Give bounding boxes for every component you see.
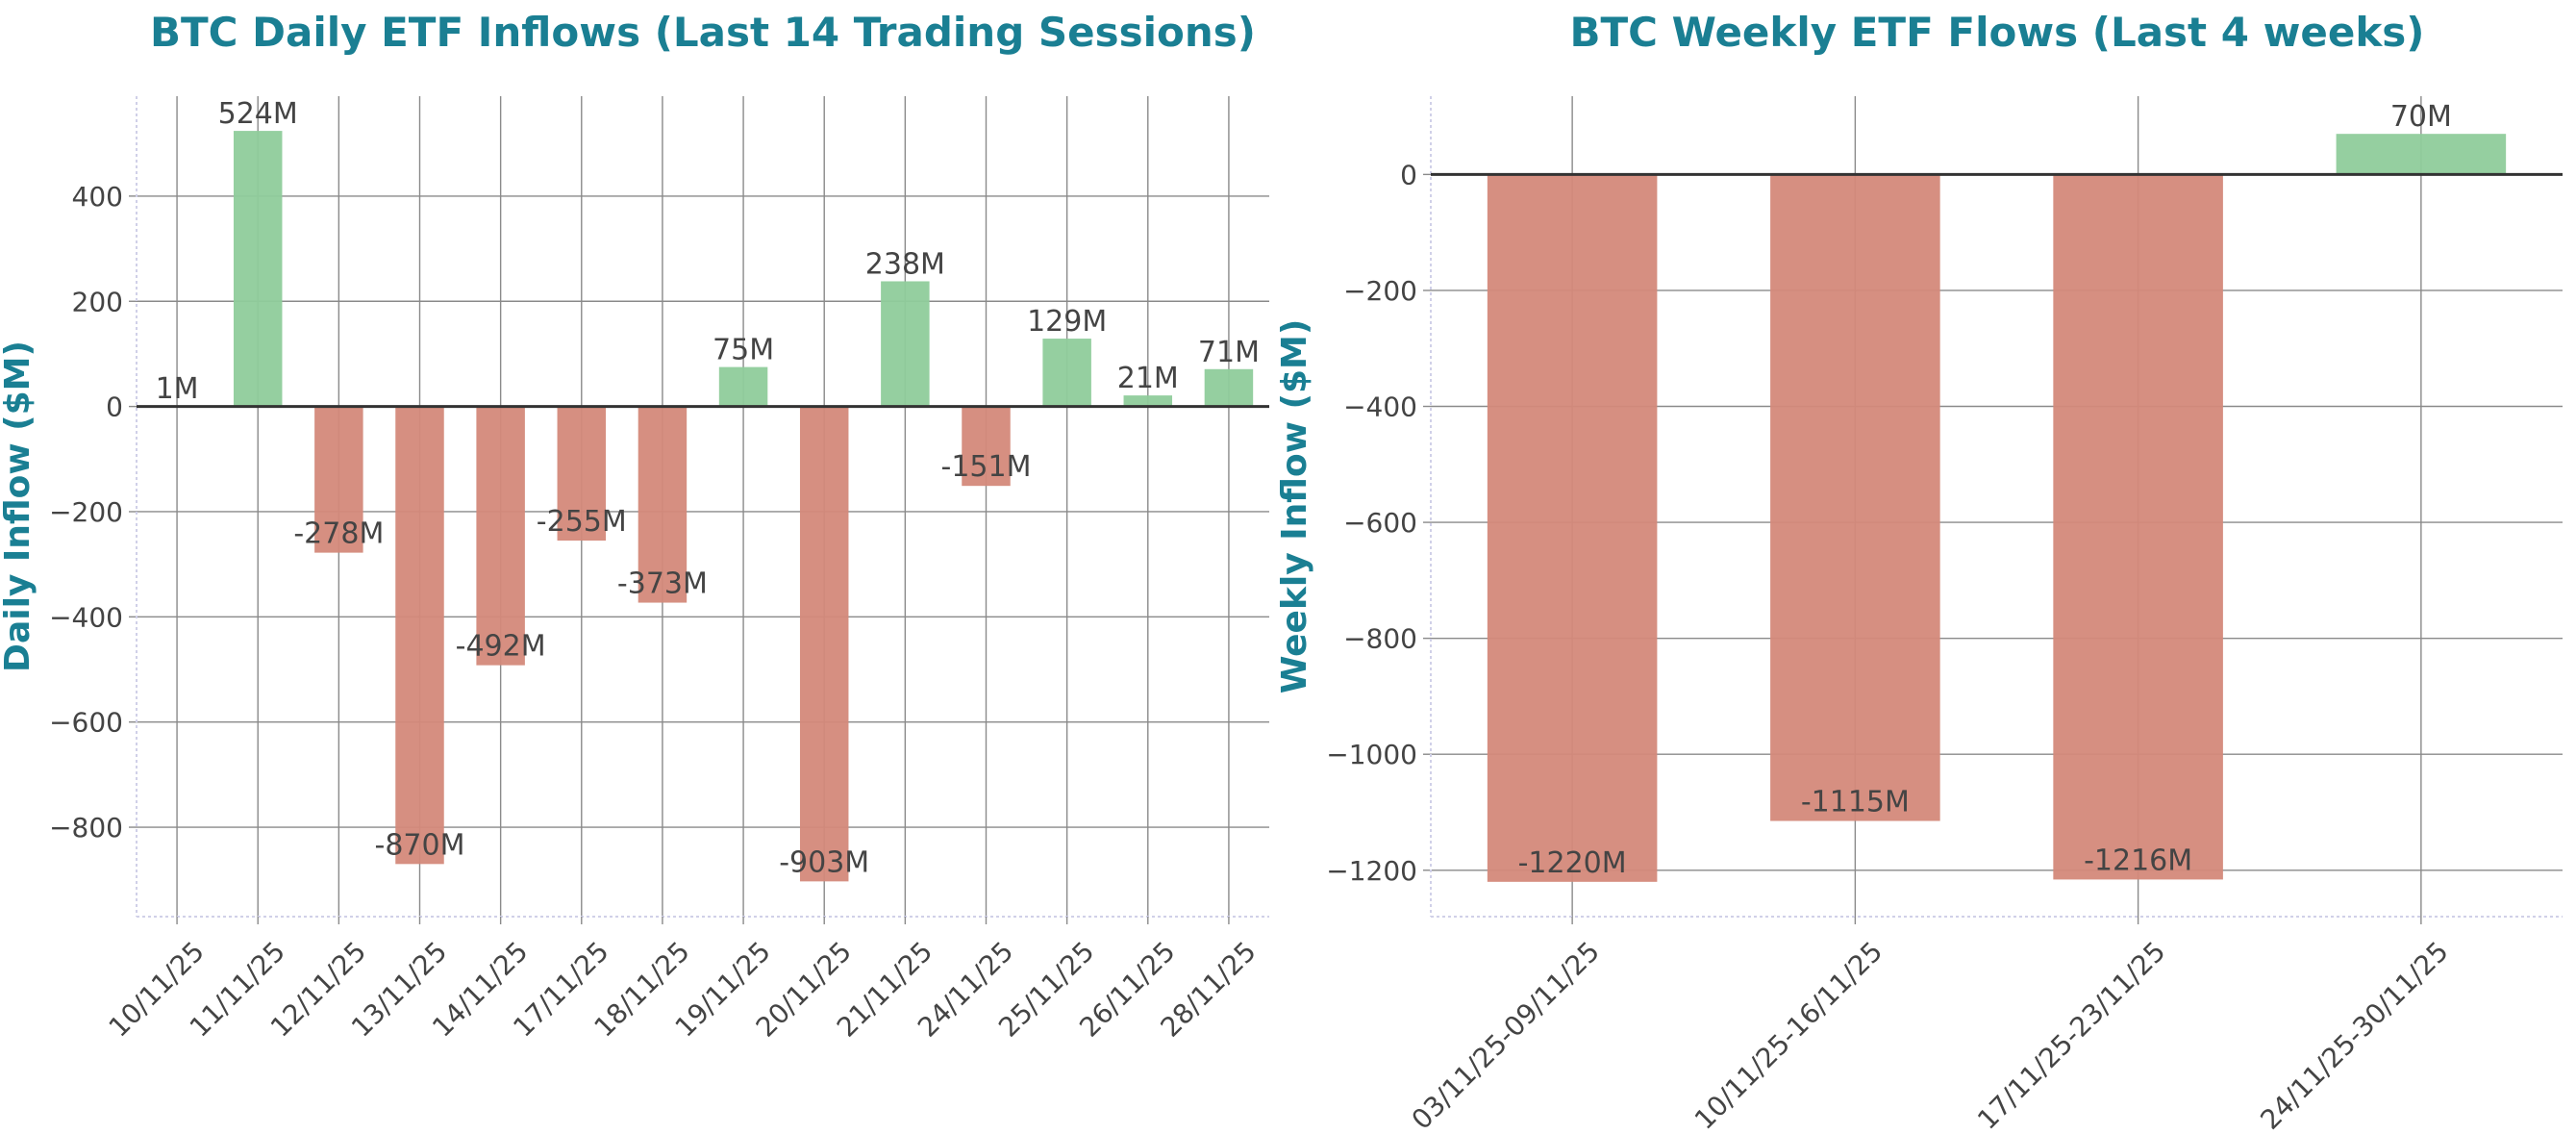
chart1-title: BTC Daily ETF Inflows (Last 14 Trading S… (150, 9, 1256, 56)
chart1-data-label: -278M (293, 517, 384, 551)
chart1-ytick-label: −400 (49, 601, 123, 633)
chart1-data-label: 21M (1117, 362, 1179, 395)
chart2-xtick-label: 17/11/25-23/11/25 (1971, 935, 2171, 1130)
chart1-data-label: -870M (375, 828, 465, 862)
chart1-data-label: -151M (941, 450, 1032, 484)
chart2-bar (2336, 134, 2507, 175)
chart2-ytick-label: 0 (1400, 159, 1417, 190)
chart2-ytick-label: −400 (1343, 391, 1417, 423)
chart2-data-label: 70M (2390, 100, 2452, 134)
chart1-ytick-label: −200 (49, 496, 123, 528)
chart1-bar (1123, 395, 1173, 407)
chart2-bar (1487, 174, 1658, 882)
chart1-ytick-label: 400 (72, 181, 123, 213)
chart1-data-label: 129M (1027, 305, 1107, 339)
chart1-bar (476, 406, 525, 666)
chart1-bar (1204, 368, 1254, 407)
chart1-data-label: 238M (865, 247, 945, 281)
chart1-ytick-label: −600 (49, 707, 123, 739)
chart2-bar (2053, 174, 2223, 880)
chart1-bar (395, 406, 444, 865)
chart1-data-label: 71M (1198, 336, 1260, 369)
chart1-bar (233, 131, 283, 407)
chart1-bar (557, 406, 607, 542)
chart2-ytick-label: −800 (1343, 623, 1417, 655)
chart2-ylabel: Weekly Inflow ($M) (1275, 319, 1314, 694)
chart1-data-label: 524M (218, 97, 298, 131)
chart2-data-label: -1220M (1518, 846, 1627, 880)
chart1-data-label: -373M (617, 567, 708, 601)
chart1-data-label: -903M (779, 845, 869, 879)
chart1-data-label: 1M (156, 372, 199, 406)
chart1-ytick-label: 0 (106, 391, 123, 423)
chart1-bar (962, 406, 1011, 487)
chart1-bar (314, 406, 363, 553)
chart1-ytick-label: 200 (72, 286, 123, 317)
chart2-xtick-label: 24/11/25-30/11/25 (2254, 935, 2454, 1130)
chart2-ytick-label: −600 (1343, 507, 1417, 539)
chart2-data-label: -1115M (1801, 786, 1910, 819)
chart1-data-label: 75M (713, 334, 774, 367)
chart2-ytick-label: −1200 (1326, 855, 1417, 887)
chart1-data-label: -492M (456, 630, 546, 664)
chart1-ylabel: Daily Inflow ($M) (0, 340, 38, 672)
chart1-bar (718, 366, 768, 407)
chart2-title: BTC Weekly ETF Flows (Last 4 weeks) (1570, 9, 2425, 56)
chart2-xtick-label: 03/11/25-09/11/25 (1406, 935, 1606, 1130)
chart2-bar (1770, 174, 1940, 821)
chart1-bar (1042, 339, 1091, 407)
chart2-data-label: -1216M (2084, 844, 2192, 877)
chart1-ytick-label: −800 (49, 812, 123, 844)
chart2-ytick-label: −200 (1343, 275, 1417, 307)
chart2-xtick-label: 10/11/25-16/11/25 (1688, 935, 1888, 1130)
chart1-data-label: -255M (537, 505, 627, 539)
chart2-ytick-label: −1000 (1326, 739, 1417, 770)
chart1-bar (881, 281, 930, 407)
chart1-bar (638, 406, 688, 603)
chart1-bar (799, 406, 849, 882)
